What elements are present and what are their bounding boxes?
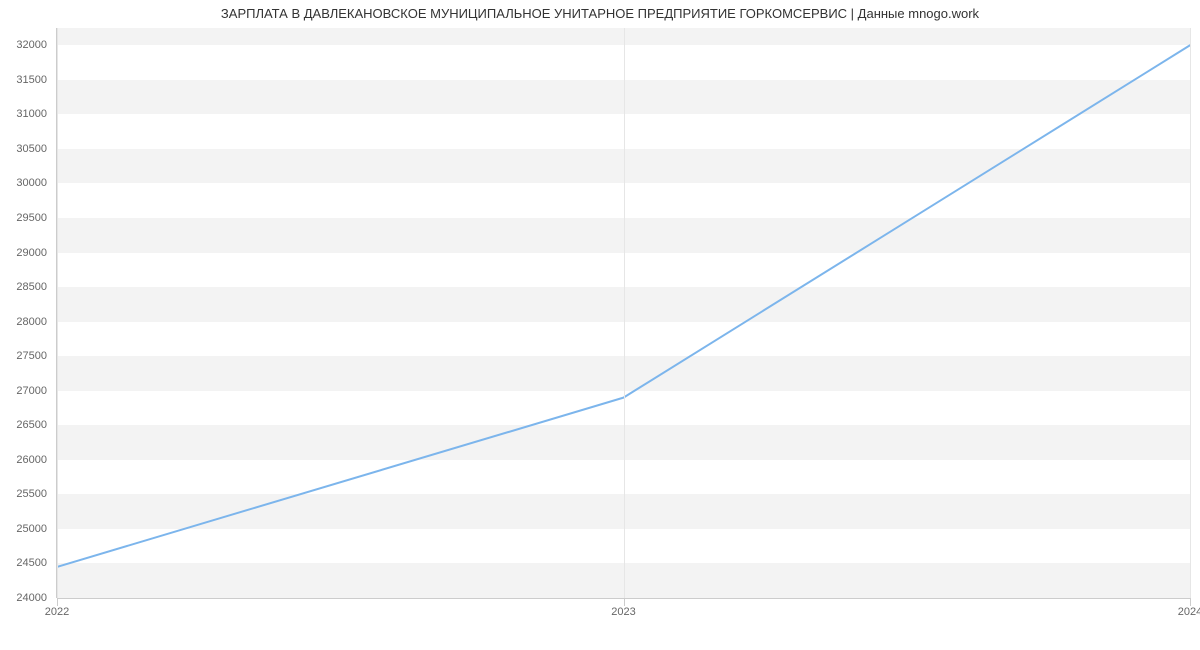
grid-vline xyxy=(57,28,58,598)
y-tick-label: 31500 xyxy=(0,74,47,86)
y-tick-label: 31000 xyxy=(0,108,47,120)
grid-vline xyxy=(1190,28,1191,598)
x-tick-label: 2023 xyxy=(611,606,635,618)
y-tick-label: 28500 xyxy=(0,281,47,293)
y-tick-label: 29000 xyxy=(0,247,47,259)
y-tick-label: 27000 xyxy=(0,385,47,397)
x-tick-label: 2022 xyxy=(45,606,69,618)
y-tick-label: 26500 xyxy=(0,419,47,431)
y-tick-label: 27500 xyxy=(0,350,47,362)
grid-vline xyxy=(624,28,625,598)
x-tick-mark xyxy=(624,598,625,606)
plot-area: 2400024500250002550026000265002700027500… xyxy=(57,28,1190,598)
salary-chart: ЗАРПЛАТА В ДАВЛЕКАНОВСКОЕ МУНИЦИПАЛЬНОЕ … xyxy=(0,0,1200,650)
y-tick-label: 30000 xyxy=(0,177,47,189)
y-tick-label: 28000 xyxy=(0,316,47,328)
x-tick-mark xyxy=(1190,598,1191,606)
y-tick-label: 32000 xyxy=(0,39,47,51)
y-tick-label: 24000 xyxy=(0,592,47,604)
x-tick-label: 2024 xyxy=(1178,606,1200,618)
y-tick-label: 25000 xyxy=(0,523,47,535)
y-axis-line xyxy=(56,28,57,598)
y-tick-label: 26000 xyxy=(0,454,47,466)
y-tick-label: 24500 xyxy=(0,557,47,569)
y-tick-label: 29500 xyxy=(0,212,47,224)
chart-title: ЗАРПЛАТА В ДАВЛЕКАНОВСКОЕ МУНИЦИПАЛЬНОЕ … xyxy=(0,6,1200,21)
x-tick-mark xyxy=(57,598,58,606)
y-tick-label: 30500 xyxy=(0,143,47,155)
y-tick-label: 25500 xyxy=(0,488,47,500)
